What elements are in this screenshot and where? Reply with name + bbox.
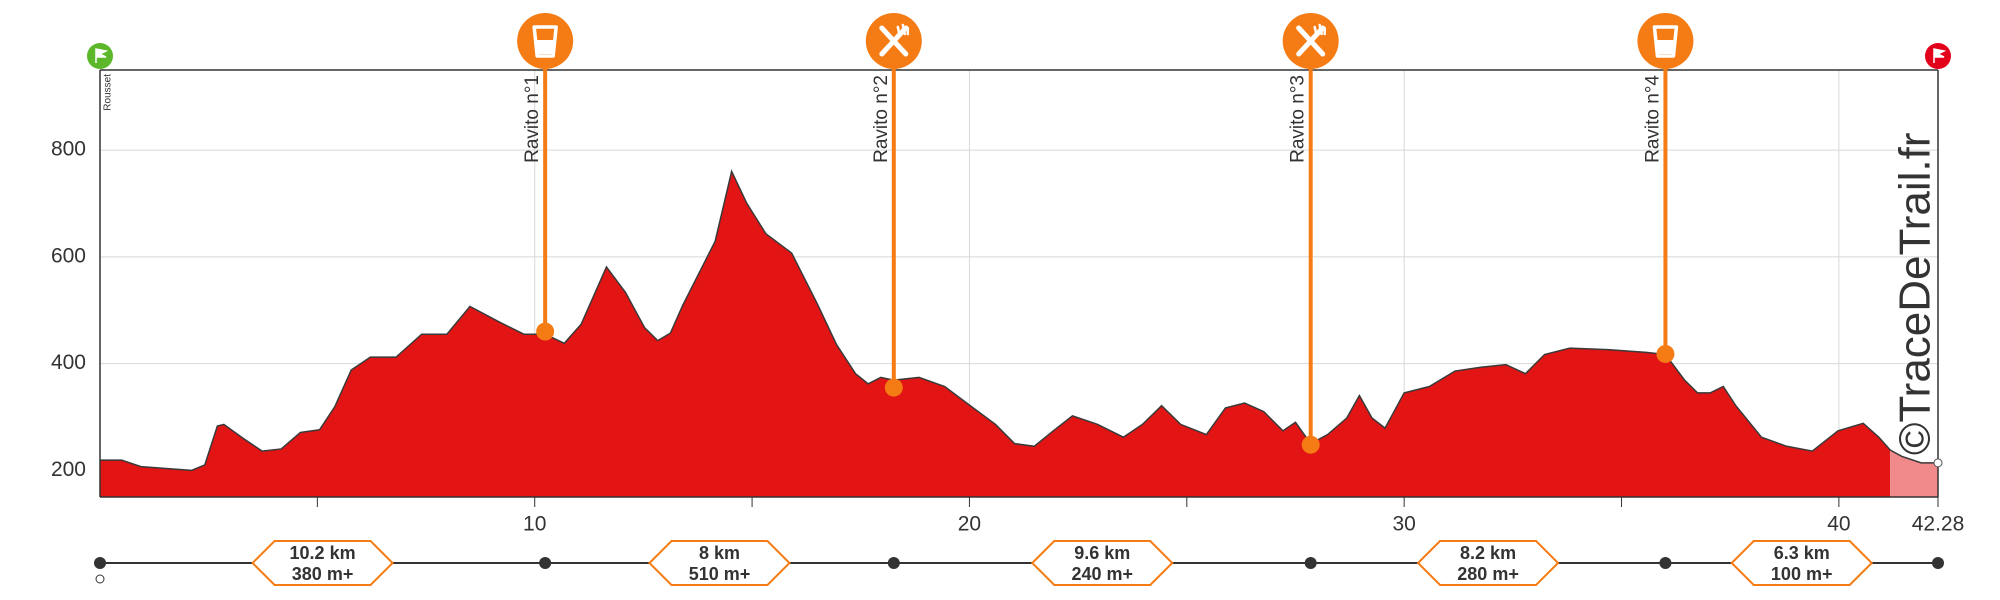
food-icon [1296, 25, 1326, 57]
segment-dot [1304, 557, 1317, 569]
food-icon-fork [896, 23, 910, 38]
waypoint-point [1656, 344, 1675, 363]
waypoint-label: Ravito n°4 [1642, 75, 1663, 163]
x-tick-label: 40 [1827, 513, 1850, 536]
segment-dot [1932, 557, 1944, 569]
x-tick-label: 42.28 [1912, 513, 1965, 536]
finish-flag-icon [1933, 48, 1947, 63]
drink-icon [532, 25, 558, 58]
waypoint-label: Ravito n°2 [871, 75, 892, 163]
start-flag-icon [95, 48, 109, 63]
y-tick-label: 600 [51, 244, 86, 267]
y-tick-label: 800 [51, 138, 86, 161]
x-tick-label: 30 [1392, 513, 1415, 536]
drink-icon [1652, 25, 1679, 58]
food-icon-fork [1313, 23, 1326, 38]
y-tick-label: 200 [51, 458, 86, 481]
segment-gain: 240 m+ [1071, 564, 1133, 584]
waypoint-point [884, 378, 903, 397]
segment-gain: 510 m+ [689, 564, 751, 584]
start-dot-small [95, 574, 105, 584]
segment-distance: 10.2 km [290, 543, 356, 563]
segment-dot [887, 557, 900, 569]
waypoint-point [536, 322, 555, 341]
segment-dot [539, 557, 552, 569]
food-icon [879, 25, 909, 57]
waypoint-point [1301, 435, 1320, 454]
waypoint-label: Ravito n°3 [1288, 75, 1309, 163]
waypoint-label: Ravito n°1 [522, 75, 543, 163]
segment-badge [1730, 540, 1874, 586]
segment-gain: 280 m+ [1457, 564, 1519, 584]
segment-distance: 8 km [699, 543, 740, 563]
segment-badge [251, 540, 394, 586]
x-tick-label: 20 [958, 513, 981, 536]
segment-dot [1659, 557, 1672, 569]
drink-icon-fill [1657, 40, 1674, 54]
segment-gain: 100 m+ [1771, 564, 1833, 584]
segment-distance: 6.3 km [1774, 543, 1830, 563]
segment-distance: 8.2 km [1460, 543, 1516, 563]
segment-badge [648, 540, 791, 586]
end-marker [1933, 458, 1943, 468]
drink-icon-fill [537, 40, 554, 54]
area-fill [100, 171, 1891, 497]
segment-distance: 9.6 km [1074, 543, 1130, 563]
watermark: ©TraceDeTrail.fr [1891, 132, 1940, 455]
x-tick-label: 10 [523, 513, 546, 536]
area-tail-fill [1890, 450, 1938, 497]
segment-gain: 380 m+ [292, 564, 354, 584]
segment-badge [1416, 540, 1560, 586]
y-tick-label: 400 [51, 351, 86, 374]
segment-badge [1030, 540, 1174, 586]
segment-dot [94, 557, 106, 569]
start-label: Rousset [103, 74, 114, 111]
